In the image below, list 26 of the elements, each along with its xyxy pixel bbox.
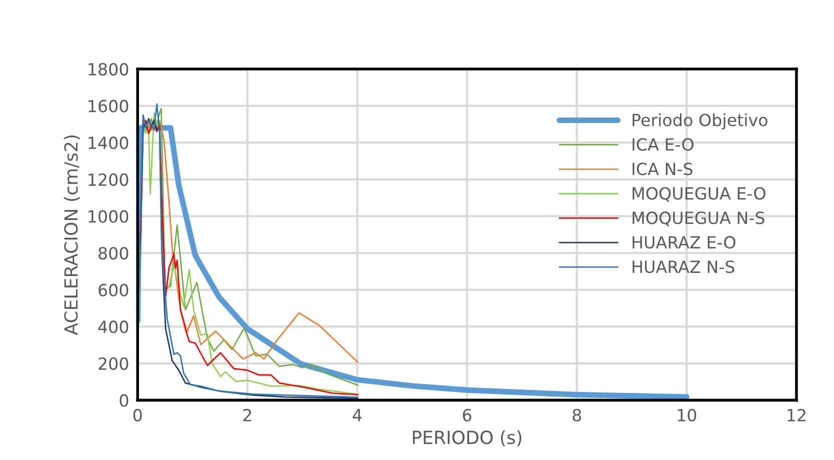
y-tick-label: 0 — [120, 394, 128, 407]
legend-label: MOQUEGUA N-S — [632, 212, 764, 226]
y-tick-label: 1800 — [88, 62, 128, 76]
legend-label: HUARAZ N-S — [632, 260, 734, 274]
y-tick-label: 200 — [98, 357, 128, 370]
y-tick-label: 1000 — [88, 210, 128, 223]
legend-label: MOQUEGUA E-O — [632, 187, 766, 202]
y-tick-label: 1600 — [88, 100, 128, 112]
x-axis-title: PERIODO (s) — [412, 430, 522, 446]
x-tick-label: 8 — [572, 408, 582, 422]
y-tick-label: 600 — [98, 284, 128, 296]
legend-label: HUARAZ E-O — [632, 236, 736, 249]
legend-label: ICA E-O — [632, 138, 694, 151]
x-tick-label: 10 — [678, 408, 696, 422]
x-tick-label: 4 — [352, 409, 362, 422]
y-axis-title: ACELERACION (cm/s2) — [64, 135, 80, 336]
y-tick-label: 400 — [98, 320, 128, 334]
y-tick-label: 1200 — [88, 173, 128, 186]
x-tick-label: 12 — [788, 408, 806, 422]
legend-label: ICA N-S — [632, 162, 692, 176]
legend-label: Periodo Objetivo — [632, 113, 768, 130]
y-tick-label: 800 — [98, 246, 128, 260]
x-tick-label: 0 — [133, 408, 142, 422]
x-tick-label: 6 — [462, 408, 472, 422]
x-tick-label: 2 — [243, 408, 252, 422]
y-tick-label: 1400 — [88, 136, 128, 150]
